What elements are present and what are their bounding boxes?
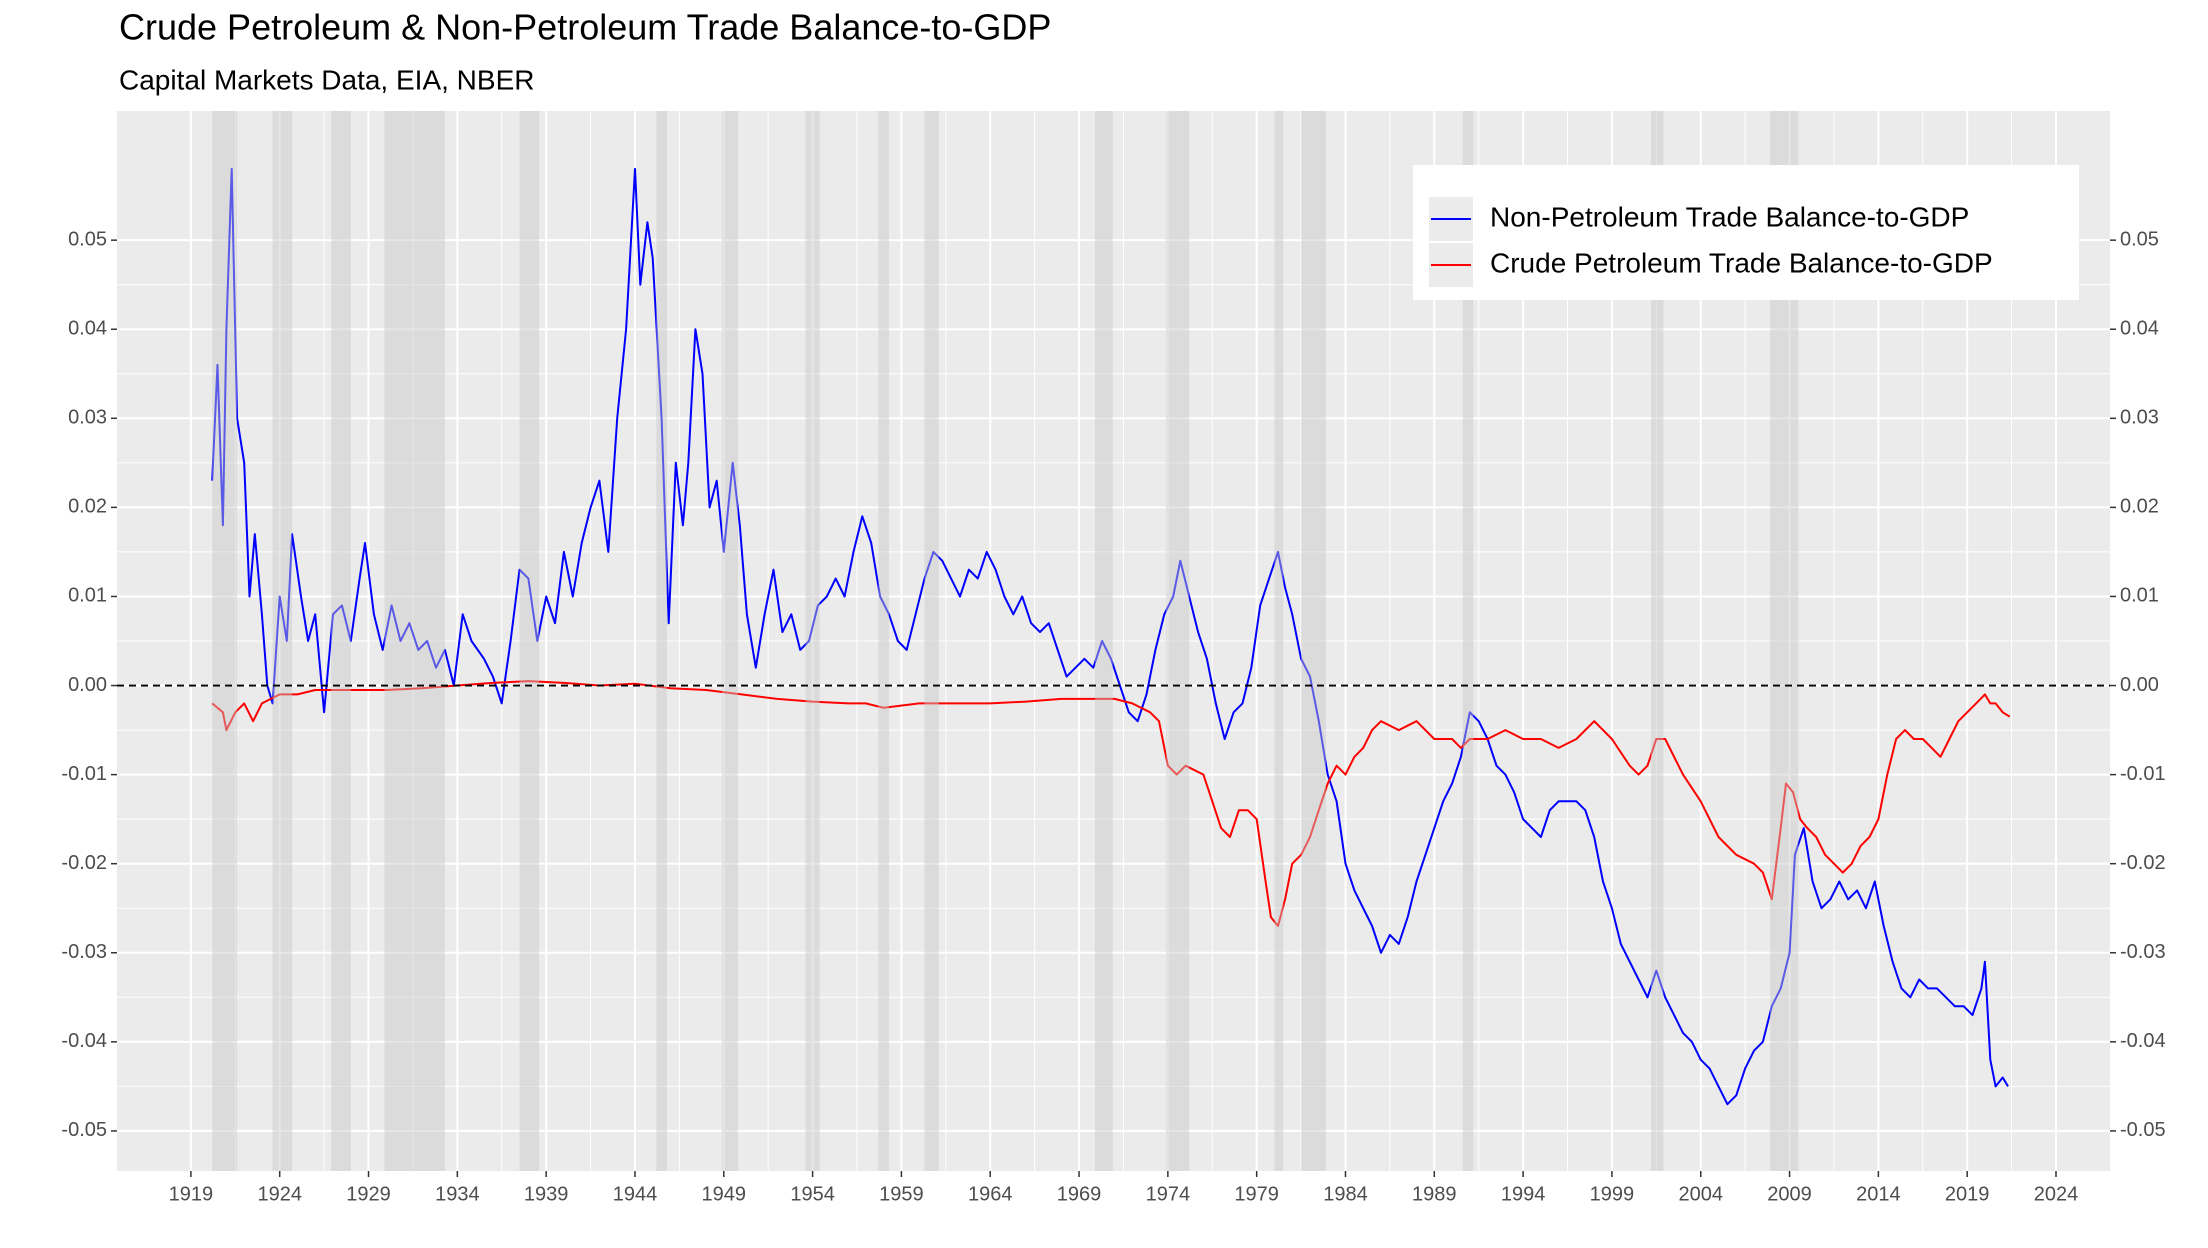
- series-line: [211, 167, 2009, 1106]
- recession-band: [519, 111, 540, 1171]
- chart-title: Crude Petroleum & Non-Petroleum Trade Ba…: [119, 7, 1051, 48]
- recession-band: [1166, 111, 1190, 1171]
- x-tick-label: 1944: [613, 1183, 658, 1205]
- x-tick-label: 1999: [1590, 1183, 1635, 1205]
- recession-band: [272, 111, 293, 1171]
- recession-band: [384, 111, 445, 1171]
- x-tick-label: 1959: [879, 1183, 924, 1205]
- series-line: [211, 680, 2011, 927]
- legend-label: Non-Petroleum Trade Balance-to-GDP: [1490, 201, 1969, 232]
- x-tick-label: 1919: [169, 1183, 214, 1205]
- x-tick-label: 1949: [702, 1183, 747, 1205]
- chart-subtitle: Capital Markets Data, EIA, NBER: [119, 64, 534, 95]
- legend-label: Crude Petroleum Trade Balance-to-GDP: [1490, 247, 1993, 278]
- y-tick-label: 0.05: [68, 228, 107, 250]
- y-tick-label: 0.01: [68, 585, 107, 607]
- y-tick-label: 0.02: [68, 496, 107, 518]
- x-tick-label: 2014: [1856, 1183, 1901, 1205]
- y2-tick-label: 0.02: [2120, 496, 2159, 518]
- x-tick-label: 1954: [790, 1183, 835, 1205]
- x-tick-label: 1989: [1412, 1183, 1457, 1205]
- recession-band: [722, 111, 738, 1171]
- y2-tick-label: -0.02: [2120, 852, 2166, 874]
- x-tick-label: 1939: [524, 1183, 569, 1205]
- y2-tick-label: 0.00: [2120, 674, 2159, 696]
- x-tick-label: 1984: [1323, 1183, 1368, 1205]
- x-tick-label: 1929: [346, 1183, 391, 1205]
- x-tick-label: 1974: [1146, 1183, 1191, 1205]
- y-tick-label: -0.05: [61, 1119, 107, 1141]
- x-tick-label: 1964: [968, 1183, 1013, 1205]
- x-tick-label: 1934: [435, 1183, 480, 1205]
- y2-tick-label: 0.01: [2120, 585, 2159, 607]
- y-tick-label: -0.04: [61, 1030, 107, 1052]
- x-tick-label: 2019: [1945, 1183, 1990, 1205]
- recession-band: [1651, 111, 1664, 1171]
- y2-tick-label: -0.03: [2120, 941, 2166, 963]
- recession-band: [1095, 111, 1113, 1171]
- recession-band: [878, 111, 889, 1171]
- y-tick-label: -0.02: [61, 852, 107, 874]
- x-tick-label: 1924: [257, 1183, 302, 1205]
- x-tick-label: 1969: [1057, 1183, 1102, 1205]
- y2-tick-label: 0.04: [2120, 318, 2159, 340]
- y-tick-label: 0.03: [68, 407, 107, 429]
- y-tick-label: 0.00: [68, 674, 107, 696]
- legend: Non-Petroleum Trade Balance-to-GDP Crude …: [1413, 165, 2079, 300]
- recession-band: [924, 111, 939, 1171]
- x-tick-label: 2004: [1678, 1183, 1723, 1205]
- recession-band: [1301, 111, 1326, 1171]
- recession-band: [331, 111, 351, 1171]
- y2-tick-label: 0.03: [2120, 407, 2159, 429]
- recession-band: [1462, 111, 1474, 1171]
- x-tick-label: 2024: [2034, 1183, 2079, 1205]
- y2-tick-label: -0.01: [2120, 763, 2166, 785]
- y-tick-label: 0.04: [68, 318, 107, 340]
- y2-tick-label: -0.04: [2120, 1030, 2166, 1052]
- x-tick-label: 1994: [1501, 1183, 1546, 1205]
- y-tick-label: -0.01: [61, 763, 107, 785]
- legend-box: [1413, 165, 2079, 300]
- recession-band: [656, 111, 667, 1171]
- x-tick-label: 2009: [1767, 1183, 1812, 1205]
- recession-band: [805, 111, 820, 1171]
- y2-tick-label: 0.05: [2120, 228, 2159, 250]
- y2-tick-label: -0.05: [2120, 1119, 2166, 1141]
- recession-band: [212, 111, 238, 1171]
- recession-band: [1274, 111, 1284, 1171]
- y-tick-label: -0.03: [61, 941, 107, 963]
- x-tick-label: 1979: [1234, 1183, 1279, 1205]
